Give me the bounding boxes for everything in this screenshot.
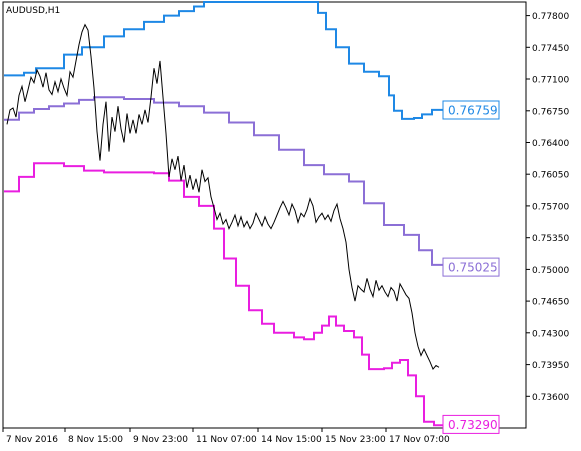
value-tags: 0.76759 0.75025 0.73290 <box>442 100 500 434</box>
value-tag-box <box>442 257 500 277</box>
x-tick-label: 14 Nov 15:00 <box>261 435 322 445</box>
x-axis: 7 Nov 2016 8 Nov 15:00 9 Nov 23:00 11 Nov 0… <box>2 428 450 445</box>
value-tag-upper-band: 0.76759 <box>442 100 500 120</box>
x-tick-label: 11 Nov 07:00 <box>196 435 257 445</box>
series-upper-band <box>4 1 445 120</box>
x-tick-label: 8 Nov 15:00 <box>68 435 123 445</box>
y-tick-label: 0.77800 <box>532 12 569 22</box>
y-tick-label: 0.75000 <box>532 266 569 276</box>
y-tick-label: 0.73600 <box>532 393 569 403</box>
y-tick-label: 0.77450 <box>532 44 569 54</box>
y-tick-label: 0.74300 <box>532 329 569 339</box>
value-tag-box <box>442 100 500 120</box>
x-tick-label: 9 Nov 23:00 <box>133 435 188 445</box>
value-tag-middle-line: 0.75025 <box>442 257 500 277</box>
y-tick-label: 0.76050 <box>532 171 569 181</box>
series-layer <box>4 1 445 427</box>
y-tick-label: 0.76750 <box>532 107 569 117</box>
series-price <box>6 23 440 371</box>
y-tick-label: 0.73950 <box>532 361 569 371</box>
value-tag-lower-band: 0.73290 <box>442 414 500 434</box>
value-tag-label: 0.73290 <box>448 418 498 432</box>
y-tick-label: 0.75350 <box>532 234 569 244</box>
series-lower-band <box>4 162 445 427</box>
x-tick-label: 17 Nov 07:00 <box>389 435 450 445</box>
value-tag-label: 0.75025 <box>448 261 498 275</box>
y-axis: 0.77800 0.77450 0.77100 0.76750 0.76400 0.760… <box>526 12 569 403</box>
y-tick-label: 0.75700 <box>532 202 569 212</box>
series-middle-line <box>4 96 445 268</box>
y-tick-label: 0.77100 <box>532 76 569 86</box>
chart-title: AUDUSD,H1 <box>6 6 60 16</box>
x-tick-label: 7 Nov 2016 <box>6 435 58 445</box>
value-tag-box <box>442 414 500 434</box>
value-tag-label: 0.76759 <box>448 104 498 118</box>
x-tick-label: 15 Nov 23:00 <box>325 435 386 445</box>
plot-frame <box>2 1 527 429</box>
y-tick-label: 0.74650 <box>532 298 569 308</box>
y-tick-label: 0.76400 <box>532 139 569 149</box>
